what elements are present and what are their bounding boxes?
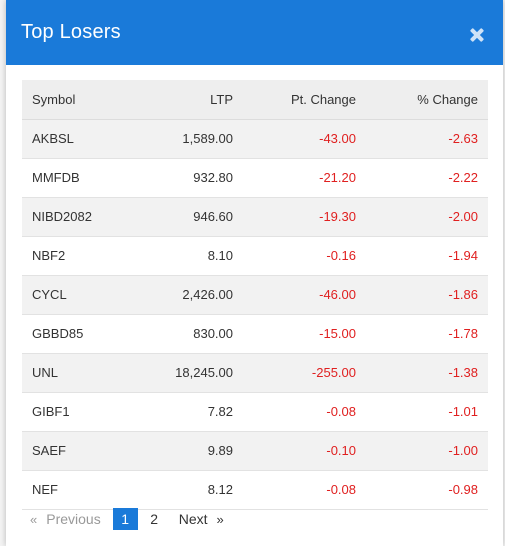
cell-ltp: 8.10	[140, 236, 233, 276]
table-row: NIBD2082 946.60 -19.30 -2.00	[22, 197, 488, 237]
cell-pct-change: -1.00	[356, 431, 488, 471]
cell-pt-change: -0.10	[233, 431, 356, 471]
cell-ltp: 18,245.00	[140, 353, 233, 393]
cell-pt-change: -21.20	[233, 158, 356, 198]
next-page-button[interactable]: Next	[178, 511, 208, 527]
cell-ltp: 1,589.00	[140, 119, 233, 159]
top-losers-modal: Top Losers Symbol LTP Pt. Change % Chang…	[6, 0, 503, 546]
cell-symbol[interactable]: GIBF1	[22, 392, 140, 432]
column-header-ltp[interactable]: LTP	[140, 80, 233, 120]
page-button-1[interactable]: 1	[112, 508, 138, 530]
close-icon[interactable]	[467, 24, 489, 46]
table-row: GIBF1 7.82 -0.08 -1.01	[22, 392, 488, 432]
cell-symbol[interactable]: NBF2	[22, 236, 140, 276]
cell-pct-change: -1.94	[356, 236, 488, 276]
cell-pct-change: -1.78	[356, 314, 488, 354]
column-header-pct-change[interactable]: % Change	[356, 80, 488, 120]
losers-table-container: Symbol LTP Pt. Change % Change AKBSL 1,5…	[22, 80, 488, 510]
cell-ltp: 830.00	[140, 314, 233, 354]
cell-pt-change: -0.08	[233, 470, 356, 510]
cell-ltp: 9.89	[140, 431, 233, 471]
cell-symbol[interactable]: SAEF	[22, 431, 140, 471]
table-row: GBBD85 830.00 -15.00 -1.78	[22, 314, 488, 354]
cell-pt-change: -15.00	[233, 314, 356, 354]
cell-ltp: 2,426.00	[140, 275, 233, 315]
cell-pct-change: -2.63	[356, 119, 488, 159]
table-row: NBF2 8.10 -0.16 -1.94	[22, 236, 488, 276]
cell-pct-change: -1.86	[356, 275, 488, 315]
cell-pt-change: -255.00	[233, 353, 356, 393]
cell-pct-change: -1.01	[356, 392, 488, 432]
cell-ltp: 946.60	[140, 197, 233, 237]
pagination: « Previous 1 2 Next »	[30, 508, 233, 530]
table-row: NEF 8.12 -0.08 -0.98	[22, 470, 488, 510]
table-row: SAEF 9.89 -0.10 -1.00	[22, 431, 488, 471]
table-body: AKBSL 1,589.00 -43.00 -2.63 MMFDB 932.80…	[22, 119, 488, 510]
cell-ltp: 932.80	[140, 158, 233, 198]
cell-pct-change: -2.22	[356, 158, 488, 198]
table-header: Symbol LTP Pt. Change % Change	[22, 80, 488, 120]
cell-symbol[interactable]: NIBD2082	[22, 197, 140, 237]
cell-ltp: 7.82	[140, 392, 233, 432]
cell-pct-change: -0.98	[356, 470, 488, 510]
cell-symbol[interactable]: MMFDB	[22, 158, 140, 198]
table-header-row: Symbol LTP Pt. Change % Change	[22, 80, 488, 120]
cell-symbol[interactable]: AKBSL	[22, 119, 140, 159]
cell-pct-change: -2.00	[356, 197, 488, 237]
cell-pt-change: -0.08	[233, 392, 356, 432]
previous-page-button[interactable]: Previous	[46, 511, 101, 527]
cell-pt-change: -46.00	[233, 275, 356, 315]
column-header-pt-change[interactable]: Pt. Change	[233, 80, 356, 120]
column-header-symbol[interactable]: Symbol	[22, 80, 140, 120]
page-button-2[interactable]: 2	[150, 511, 159, 527]
cell-symbol[interactable]: UNL	[22, 353, 140, 393]
cell-pt-change: -43.00	[233, 119, 356, 159]
modal-title: Top Losers	[21, 21, 121, 43]
table-row: AKBSL 1,589.00 -43.00 -2.63	[22, 119, 488, 159]
modal-header: Top Losers	[6, 0, 503, 65]
cell-symbol[interactable]: CYCL	[22, 275, 140, 315]
table-row: CYCL 2,426.00 -46.00 -1.86	[22, 275, 488, 315]
table-row: MMFDB 932.80 -21.20 -2.22	[22, 158, 488, 198]
losers-table: Symbol LTP Pt. Change % Change AKBSL 1,5…	[22, 80, 488, 510]
cell-symbol[interactable]: NEF	[22, 470, 140, 510]
table-row: UNL 18,245.00 -255.00 -1.38	[22, 353, 488, 393]
next-arrow-icon[interactable]: »	[216, 511, 224, 527]
cell-pct-change: -1.38	[356, 353, 488, 393]
previous-arrow-icon: «	[30, 511, 38, 527]
cell-pt-change: -19.30	[233, 197, 356, 237]
cell-pt-change: -0.16	[233, 236, 356, 276]
cell-ltp: 8.12	[140, 470, 233, 510]
cell-symbol[interactable]: GBBD85	[22, 314, 140, 354]
